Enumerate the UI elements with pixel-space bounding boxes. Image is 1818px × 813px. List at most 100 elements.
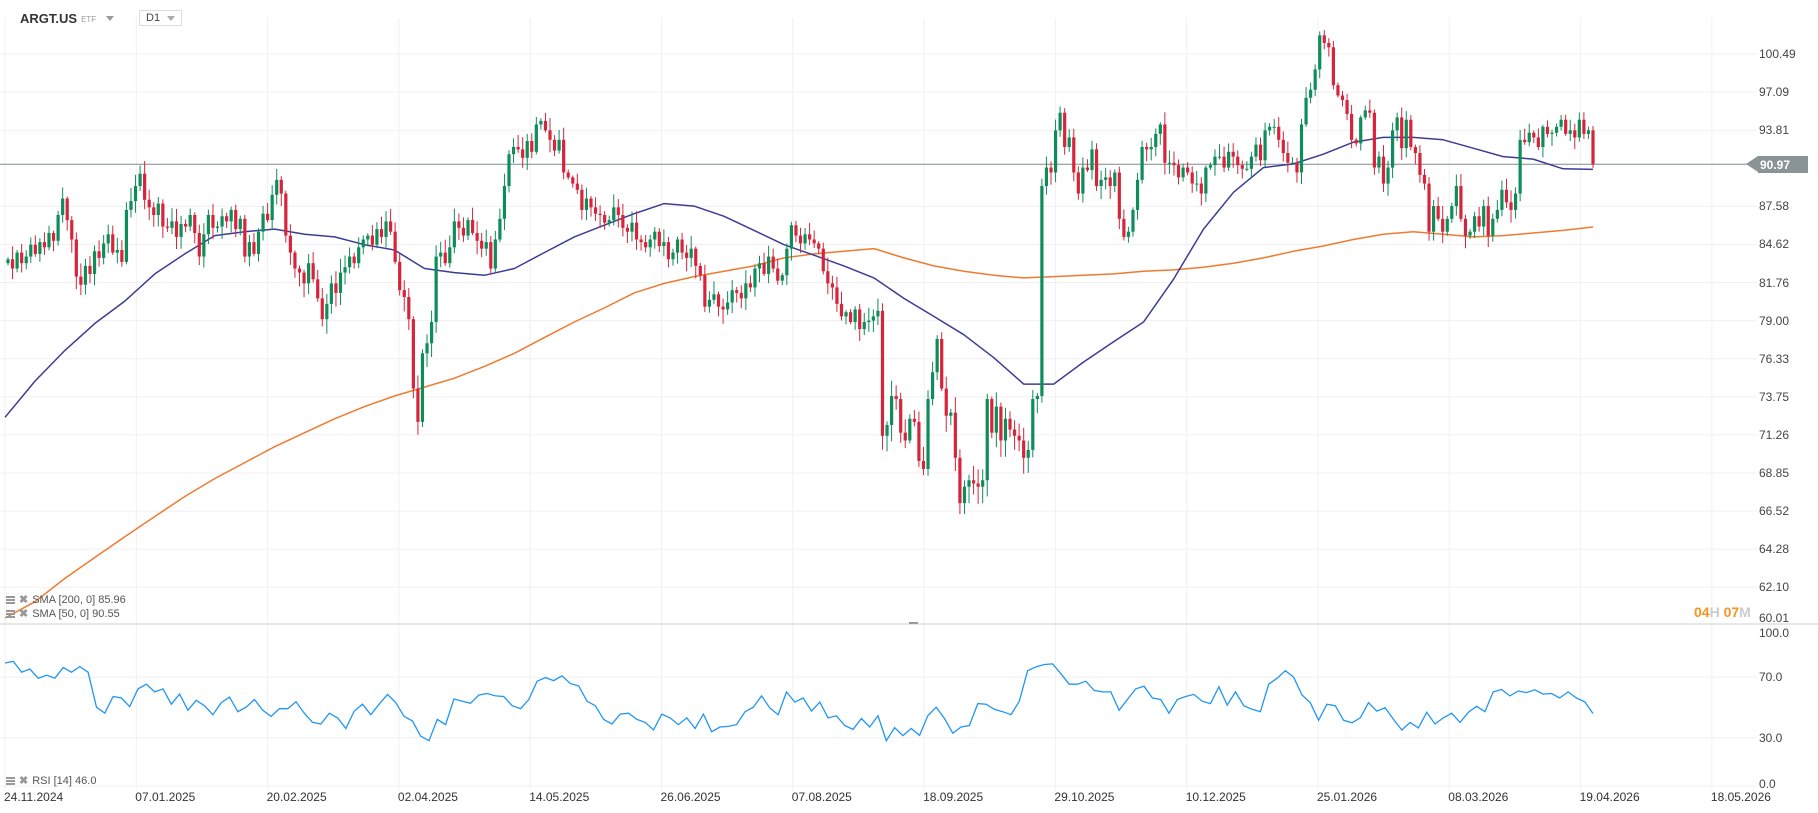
- candle: [1145, 142, 1149, 162]
- candle: [1081, 157, 1085, 203]
- candle: [1354, 137, 1358, 147]
- legend-sma200[interactable]: ✖ SMA [200, 0] 85.96: [6, 593, 126, 606]
- candle-body: [1463, 218, 1468, 236]
- candle-body: [1008, 418, 1012, 430]
- candle-body: [1035, 396, 1039, 400]
- candle: [1199, 177, 1203, 206]
- candle-body: [593, 207, 598, 214]
- candle-body: [366, 235, 370, 240]
- candle: [1532, 130, 1536, 144]
- price-axis-label: 68.85: [1759, 465, 1790, 480]
- candle: [1026, 440, 1030, 473]
- candle: [407, 288, 411, 331]
- settings-icon[interactable]: [6, 776, 15, 785]
- candle: [707, 291, 712, 313]
- candle-body: [1573, 130, 1577, 138]
- candle: [1272, 119, 1276, 135]
- close-icon[interactable]: ✖: [19, 775, 29, 787]
- close-icon[interactable]: ✖: [19, 594, 29, 606]
- candle-body: [525, 141, 529, 158]
- candle: [639, 235, 643, 251]
- candle: [20, 244, 24, 273]
- candle-body: [407, 297, 411, 320]
- candle-body: [1126, 231, 1131, 237]
- candle: [1309, 82, 1313, 104]
- candle: [644, 234, 648, 253]
- candle: [1509, 190, 1513, 223]
- candle: [1186, 162, 1190, 176]
- candle-body: [566, 172, 570, 178]
- candle-body: [675, 239, 680, 253]
- candle: [730, 279, 734, 314]
- candle-body: [999, 406, 1003, 441]
- candle-body: [1268, 126, 1272, 131]
- candle: [630, 211, 634, 242]
- candle-body: [443, 252, 447, 264]
- candle: [1340, 90, 1345, 107]
- candle-body: [862, 321, 866, 330]
- candle-body: [266, 213, 270, 221]
- candle-body: [703, 275, 707, 307]
- candle-body: [1409, 119, 1413, 147]
- candle-body: [671, 252, 675, 260]
- settings-icon[interactable]: [6, 595, 15, 604]
- candle-body: [338, 272, 343, 293]
- candle-body: [384, 221, 388, 237]
- candle: [1003, 407, 1008, 457]
- candle: [42, 232, 47, 255]
- candle: [1554, 123, 1559, 137]
- candle-body: [420, 353, 425, 422]
- settings-icon[interactable]: [6, 609, 15, 618]
- candle: [1523, 128, 1527, 145]
- candle-body: [803, 234, 807, 244]
- price-axis-label: 73.75: [1759, 389, 1790, 404]
- candle-body: [1545, 126, 1550, 134]
- candle: [530, 133, 534, 159]
- candle-body: [780, 275, 784, 281]
- candle-body: [15, 252, 19, 269]
- candle-body: [343, 267, 347, 273]
- chevron-down-icon: [167, 15, 175, 21]
- candle-body: [744, 283, 748, 299]
- candle: [138, 165, 142, 192]
- candle: [1295, 157, 1299, 183]
- candle-body: [1090, 149, 1094, 171]
- candle-body: [739, 292, 743, 299]
- candle: [1468, 228, 1472, 239]
- candle: [1076, 166, 1080, 200]
- candle: [921, 446, 926, 476]
- candle: [307, 254, 311, 295]
- candle: [343, 255, 347, 285]
- timeframe-select[interactable]: D1: [139, 10, 182, 26]
- close-icon[interactable]: ✖: [19, 608, 29, 620]
- candle-body: [1044, 167, 1049, 187]
- candle: [1345, 93, 1349, 121]
- candle-body: [56, 214, 60, 241]
- candle: [1053, 119, 1058, 183]
- candle-body: [1340, 95, 1345, 101]
- candle: [475, 221, 479, 255]
- symbol-selector[interactable]: ARGT.US ETF: [20, 8, 115, 28]
- legend-rsi[interactable]: ✖ RSI [14] 46.0: [6, 774, 96, 787]
- candle-body: [1231, 151, 1235, 157]
- candle-body: [971, 480, 976, 484]
- candle: [270, 185, 274, 230]
- candle-body: [639, 239, 643, 243]
- legend-sma50[interactable]: ✖ SMA [50, 0] 90.55: [6, 607, 120, 620]
- candle-body: [507, 154, 511, 187]
- candle: [621, 203, 625, 237]
- candle: [489, 236, 493, 275]
- candle-body: [1263, 130, 1267, 161]
- candle-body: [1313, 69, 1317, 90]
- candle: [129, 187, 133, 218]
- candle-body: [853, 309, 857, 322]
- candle: [1208, 162, 1213, 171]
- candle-body: [826, 271, 830, 284]
- time-axis-label: 07.01.2025: [135, 790, 196, 804]
- candle: [694, 246, 698, 279]
- time-axis-label: 02.04.2025: [397, 790, 458, 804]
- candle: [808, 222, 812, 246]
- candle-body: [584, 198, 589, 210]
- candle-body: [1354, 139, 1358, 144]
